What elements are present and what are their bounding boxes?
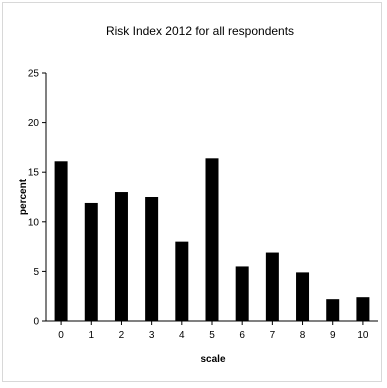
y-axis-label: percent: [18, 178, 29, 215]
bar: [296, 272, 310, 321]
bar: [326, 299, 340, 321]
x-tick-label: 4: [179, 330, 185, 341]
y-tick-label: 20: [28, 118, 40, 129]
y-tick-label: 5: [33, 267, 39, 278]
x-tick-label: 3: [149, 330, 155, 341]
x-tick-label: 0: [58, 330, 64, 341]
x-tick-label: 9: [330, 330, 336, 341]
x-tick-label: 6: [239, 330, 245, 341]
bar: [356, 297, 370, 321]
bar: [54, 161, 68, 321]
x-axis-label: scale: [200, 354, 225, 365]
bar: [84, 202, 98, 321]
bar: [114, 192, 128, 321]
y-tick-label: 25: [28, 69, 40, 80]
x-axis: 0 1 2 3 4 5 6 7 8 9 10: [46, 320, 378, 341]
bar-series: [54, 158, 370, 321]
x-tick-label: 5: [209, 330, 215, 341]
bar: [265, 252, 279, 321]
bar: [145, 197, 159, 321]
x-tick-label: 7: [270, 330, 276, 341]
y-tick-label: 15: [28, 168, 40, 179]
x-tick-label: 10: [357, 330, 369, 341]
y-axis: 0 5 10 15 20 25: [28, 69, 47, 328]
x-tick-label: 8: [300, 330, 306, 341]
y-tick-label: 10: [28, 217, 40, 228]
y-tick-label: 0: [33, 317, 39, 328]
bar: [235, 266, 249, 321]
bar: [175, 241, 189, 321]
bar: [205, 158, 219, 321]
chart-title: Risk Index 2012 for all respondents: [106, 24, 294, 38]
x-tick-label: 1: [88, 330, 94, 341]
x-tick-label: 2: [119, 330, 125, 341]
